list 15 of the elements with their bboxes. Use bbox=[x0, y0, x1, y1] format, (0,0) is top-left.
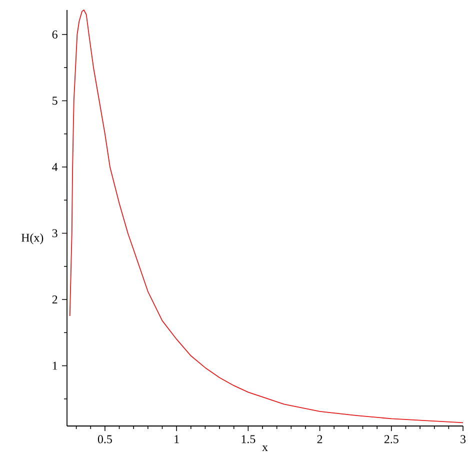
y-tick-label: 2 bbox=[52, 296, 58, 304]
x-tick-label: 2 bbox=[317, 435, 322, 444]
y-tick-label: 1 bbox=[52, 362, 58, 370]
y-axis-title: H(x) bbox=[21, 233, 44, 244]
x-tick-label: 3 bbox=[460, 435, 466, 444]
y-tick-label: 4 bbox=[52, 163, 58, 171]
x-tick-label: 2.5 bbox=[384, 435, 398, 444]
x-tick-label: 1 bbox=[174, 435, 179, 444]
x-axis-title: x bbox=[262, 445, 268, 451]
line-series bbox=[69, 10, 464, 424]
y-tick-label: 6 bbox=[52, 30, 58, 39]
x-tick-label: 1.5 bbox=[242, 435, 256, 444]
y-tick-label: 3 bbox=[52, 229, 58, 238]
y-tick-label: 5 bbox=[52, 96, 58, 105]
x-tick-label: 0.5 bbox=[98, 435, 112, 444]
